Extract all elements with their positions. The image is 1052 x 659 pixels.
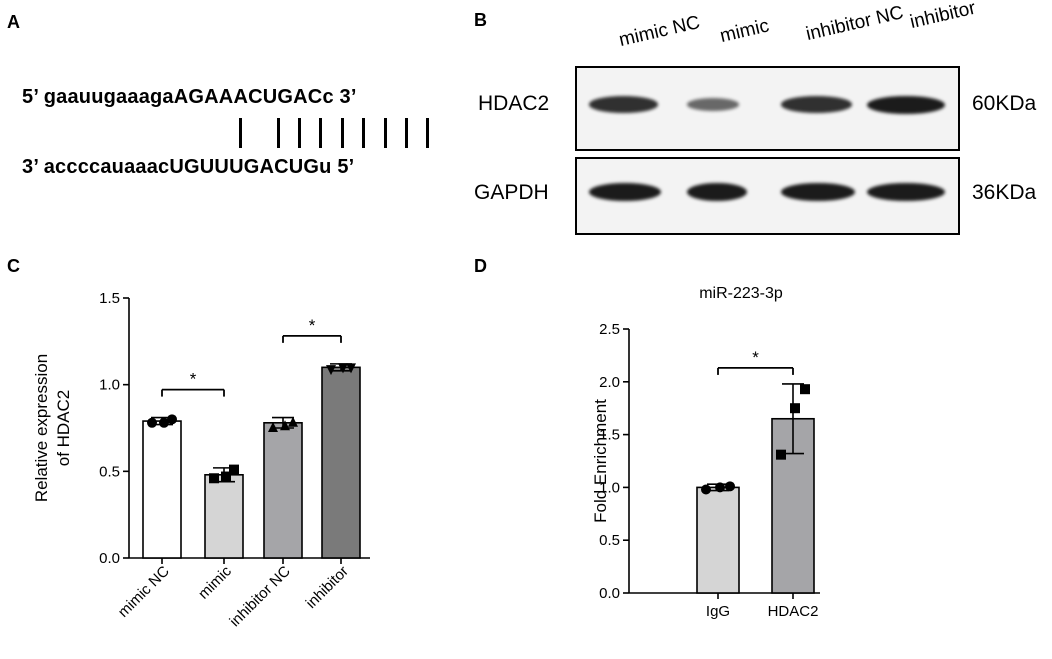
y-tick-label: 0.5 bbox=[599, 532, 620, 549]
data-point bbox=[800, 384, 810, 395]
data-point bbox=[167, 414, 177, 425]
y-tick-label: 2.0 bbox=[599, 374, 620, 391]
y-tick-label: 1.0 bbox=[599, 479, 620, 496]
x-tick-label: inhibitor NC bbox=[226, 563, 294, 631]
panel-label-c: C bbox=[7, 256, 20, 276]
y-axis-label: Fold Enrichment bbox=[591, 399, 610, 523]
bottom-seed: UGUUUGACUG bbox=[169, 156, 320, 178]
y-tick-label: 1.0 bbox=[99, 377, 120, 394]
data-point bbox=[725, 481, 735, 492]
blot-label-gapdh: GAPDH bbox=[474, 181, 549, 204]
data-point bbox=[280, 420, 290, 431]
bar bbox=[204, 474, 244, 559]
data-point bbox=[229, 464, 239, 475]
blot-gapdh bbox=[575, 157, 960, 235]
bar bbox=[696, 486, 740, 594]
mirna-sequence-top: 5’ gaauugaaagaAGAAACUGACc 3’ bbox=[22, 86, 357, 109]
data-point bbox=[326, 365, 336, 376]
x-tick-label: mimic bbox=[195, 562, 235, 602]
data-point bbox=[346, 363, 356, 374]
lane-label-mimic-nc: mimic NC bbox=[617, 12, 702, 52]
base-pair-line bbox=[362, 118, 365, 148]
blot-band bbox=[687, 98, 739, 111]
blot-band bbox=[867, 183, 945, 201]
base-pair-line bbox=[298, 118, 301, 148]
base-pair-line bbox=[277, 118, 280, 148]
bottom-suffix: u 5’ bbox=[319, 156, 355, 178]
blot-hdac2 bbox=[575, 66, 960, 151]
blot-band bbox=[589, 96, 659, 113]
x-tick-label: IgG bbox=[706, 603, 730, 620]
blot-label-hdac2: HDAC2 bbox=[478, 92, 550, 115]
y-tick-label: 2.5 bbox=[599, 321, 620, 338]
blot-band bbox=[867, 95, 945, 114]
base-pair-line bbox=[319, 118, 322, 148]
x-tick-label: inhibitor bbox=[303, 563, 352, 612]
y-tick-label: 0.0 bbox=[99, 550, 120, 567]
data-point bbox=[701, 484, 711, 495]
panel-label-b: B bbox=[474, 10, 487, 30]
blot-band bbox=[687, 183, 747, 201]
data-point bbox=[159, 417, 169, 428]
blot-size-hdac2: 60KDa bbox=[972, 92, 1037, 115]
x-tick-label: mimic NC bbox=[115, 563, 173, 621]
blot-size-gapdh: 36KDa bbox=[972, 181, 1037, 204]
top-suffix: c 3’ bbox=[322, 86, 357, 108]
x-tick-label: HDAC2 bbox=[768, 603, 819, 620]
top-seed: AGAAACUGAC bbox=[173, 86, 323, 108]
bottom-prefix: 3’ accccauaaac bbox=[22, 156, 170, 178]
significance-star: * bbox=[309, 316, 316, 335]
chart-relative-expression: 0.0 0.5 1.0 1.5 Relative expression of HDAC2 m… bbox=[32, 290, 370, 631]
blot-band bbox=[589, 183, 661, 201]
data-point bbox=[790, 403, 800, 414]
chart-fold-enrichment: 0.0 0.5 1.0 1.5 2.0 2.5 Fold Enrichment miR-223… bbox=[591, 285, 820, 620]
significance-star: * bbox=[752, 348, 759, 367]
chart-title: miR-223-3p bbox=[699, 285, 783, 302]
y-axis-label: of HDAC2 bbox=[54, 390, 73, 467]
data-point bbox=[147, 417, 157, 428]
data-point bbox=[288, 416, 298, 427]
data-point bbox=[209, 473, 219, 484]
y-tick-label: 1.5 bbox=[599, 427, 620, 444]
base-pair-line bbox=[384, 118, 387, 148]
data-point bbox=[715, 482, 725, 493]
data-point bbox=[338, 363, 348, 374]
lane-label-inhibitor: inhibitor bbox=[908, 0, 978, 34]
target-sequence-bottom: 3’ accccauaaacUGUUUGACUGu 5’ bbox=[22, 156, 354, 179]
base-pair-line bbox=[239, 118, 242, 148]
y-axis-label: Relative expression bbox=[32, 354, 51, 502]
bar bbox=[321, 366, 361, 559]
base-pair-line bbox=[426, 118, 429, 148]
bar bbox=[263, 422, 303, 559]
blot-band bbox=[781, 183, 855, 201]
data-point bbox=[776, 449, 786, 460]
y-tick-label: 0.5 bbox=[99, 463, 120, 480]
y-tick-label: 0.0 bbox=[599, 585, 620, 602]
base-pair-line bbox=[341, 118, 344, 148]
lane-label-inhibitor-nc: inhibitor NC bbox=[804, 2, 906, 46]
panel-label-d: D bbox=[474, 256, 487, 276]
lane-label-mimic: mimic bbox=[718, 15, 772, 48]
data-point bbox=[221, 471, 231, 482]
top-prefix: 5’ gaauugaaaga bbox=[22, 86, 174, 108]
bar bbox=[142, 420, 182, 559]
base-pair-line bbox=[405, 118, 408, 148]
significance-star: * bbox=[190, 370, 197, 389]
blot-band bbox=[781, 96, 853, 113]
y-tick-label: 1.5 bbox=[99, 290, 120, 307]
data-point bbox=[268, 422, 278, 432]
panel-label-a: A bbox=[7, 12, 20, 32]
